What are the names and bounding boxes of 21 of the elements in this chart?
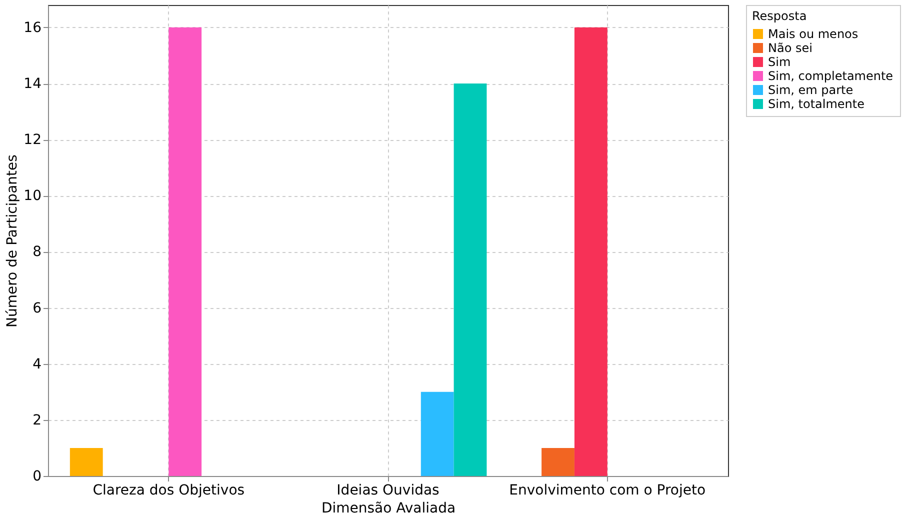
y-axis-title: Número de Participantes [4, 154, 21, 328]
x-tick-label: Ideias Ouvidas [336, 482, 440, 498]
y-tick-label: 4 [32, 356, 42, 372]
y-tick-label: 8 [32, 244, 42, 260]
x-tick-label: Clareza dos Objetivos [92, 482, 245, 498]
y-tick-label: 14 [24, 76, 42, 92]
legend-label: Não sei [768, 41, 812, 55]
legend-label: Sim, em parte [768, 83, 854, 97]
legend-label: Sim [768, 55, 791, 69]
y-tick-label: 0 [32, 468, 42, 484]
legend-title: Resposta [752, 9, 807, 23]
legend-label: Sim, totalmente [768, 97, 864, 111]
y-tick-label: 10 [24, 188, 42, 204]
legend-label: Mais ou menos [768, 27, 858, 41]
x-axis-title: Dimensão Avaliada [321, 500, 456, 516]
y-tick-label: 16 [24, 20, 42, 36]
y-tick-label: 6 [32, 300, 42, 316]
legend-label: Sim, completamente [768, 69, 894, 83]
y-tick-label: 2 [32, 412, 42, 428]
x-tick-label: Envolvimento com o Projeto [509, 482, 706, 498]
y-tick-label: 12 [24, 132, 42, 148]
